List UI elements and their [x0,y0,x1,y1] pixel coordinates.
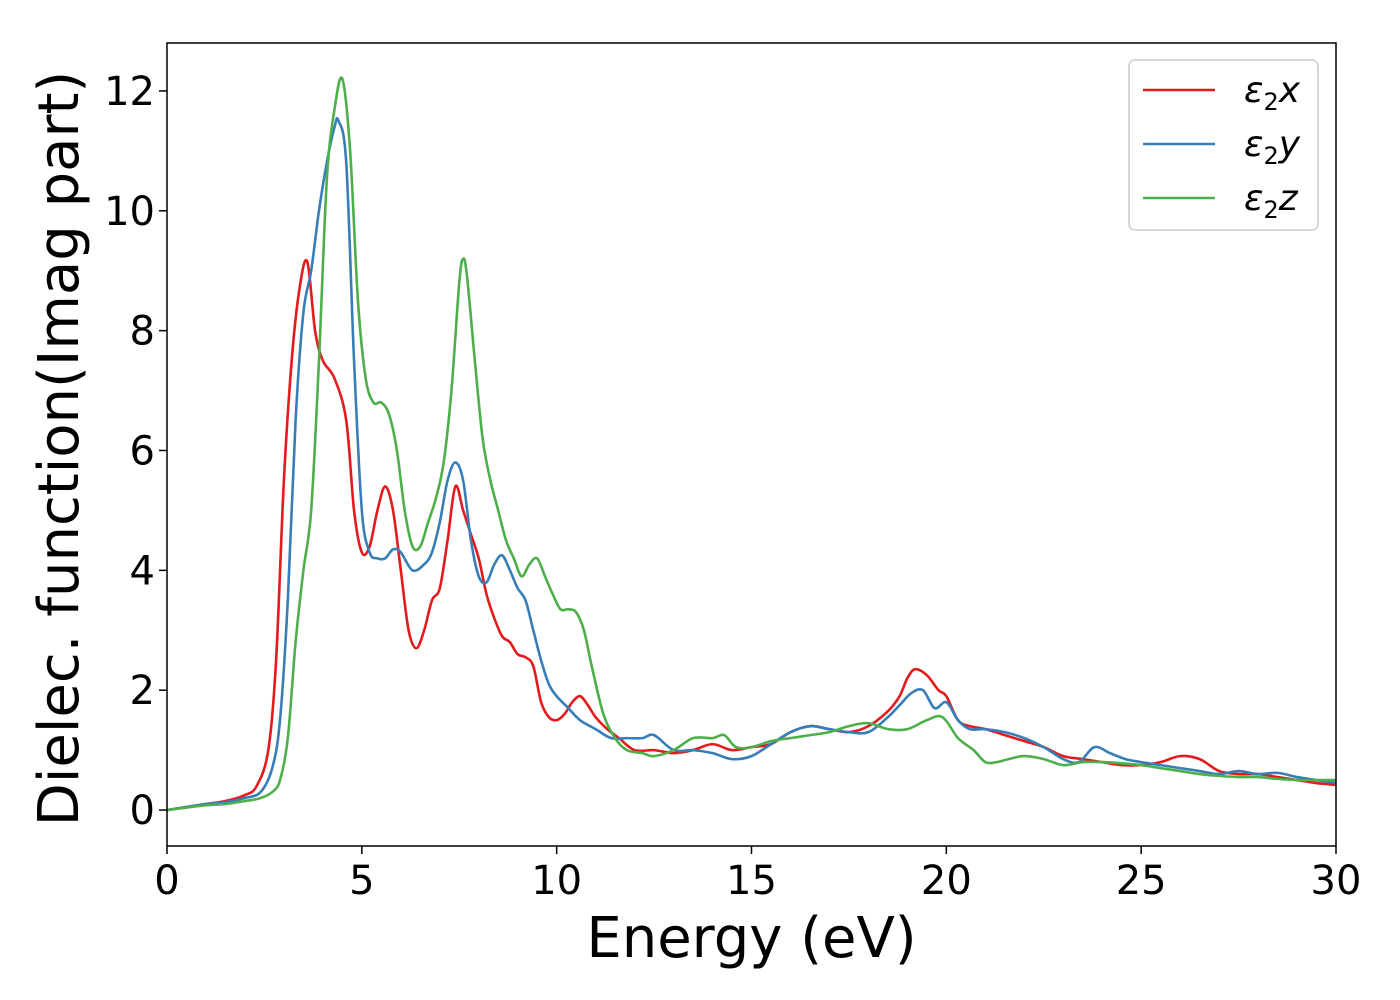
y-tick-label: 0 [130,788,155,834]
x-tick-label: 15 [726,858,777,904]
plot-lines [167,76,1336,812]
legend-label-x: ε2x [1244,70,1301,116]
x-tick-label: 30 [1311,858,1362,904]
legend-symbol: ε [1244,70,1263,111]
y-axis-title: Dielec. function(Imag part) [27,71,92,827]
y-tick-label: 12 [104,69,155,115]
y-tick-label: 4 [130,548,155,594]
legend-subscript: 2 [1263,196,1278,224]
series-line-x [167,258,1336,812]
legend-subscript: 2 [1263,88,1278,116]
series-line-z [167,76,1336,812]
legend-box [1128,59,1319,231]
x-tick-label: 10 [531,858,582,904]
x-tick-label: 25 [1116,858,1167,904]
legend-component: y [1278,124,1301,165]
legend-component: z [1278,178,1299,219]
y-tick-label: 10 [104,189,155,235]
x-axis: 0 5 10 15 20 25 30 [154,846,1361,904]
series-line-y [167,117,1336,812]
y-tick-label: 2 [130,668,155,714]
legend-component: x [1278,70,1301,111]
y-tick-label: 6 [130,428,155,474]
legend-symbol: ε [1244,124,1263,165]
y-tick-label: 8 [130,309,155,355]
legend-label-z: ε2z [1244,178,1299,224]
legend-label-y: ε2y [1244,124,1301,170]
x-axis-title: Energy (eV) [586,906,916,971]
y-axis: 0 2 4 6 8 10 12 [104,69,167,834]
x-tick-label: 0 [154,858,179,904]
legend-subscript: 2 [1263,142,1278,170]
x-tick-label: 20 [921,858,972,904]
legend-symbol: ε [1244,178,1263,219]
x-tick-label: 5 [349,858,374,904]
